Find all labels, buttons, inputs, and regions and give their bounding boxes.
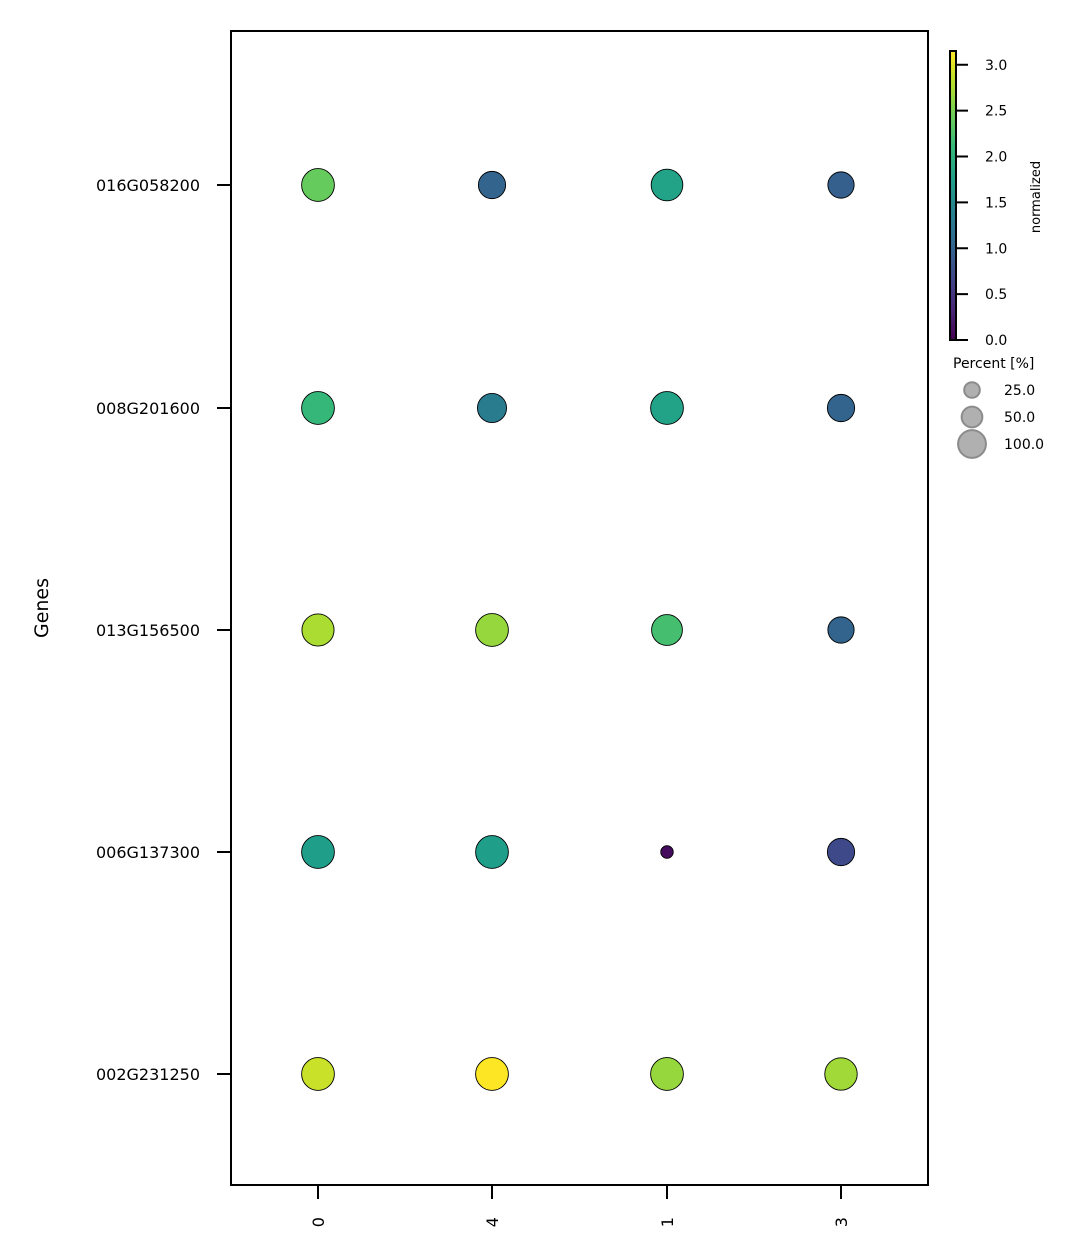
dots-layer [301, 168, 858, 1091]
x-tick-label: 3 [832, 1217, 851, 1227]
colorbar [949, 50, 957, 341]
x-tick-label: 4 [483, 1217, 502, 1227]
colorbar-tick-label: 1.0 [985, 241, 1007, 257]
dot-006G137300-3 [826, 837, 856, 867]
x-axis: 0 4 1 3 [309, 1185, 851, 1227]
colorbar-tick-label: 3.0 [985, 58, 1007, 74]
dot-008G201600-1 [650, 391, 684, 425]
dot-008G201600-0 [301, 391, 335, 425]
dot-016G058200-0 [301, 168, 335, 202]
size-legend-label: 50.0 [1004, 410, 1035, 426]
dot-002G231250-1 [650, 1057, 684, 1091]
dot-013G156500-0 [301, 613, 335, 647]
dot-013G156500-4 [475, 613, 509, 647]
size-legend-marker [960, 405, 984, 429]
y-tick-label: 006G137300 [96, 843, 200, 862]
y-axis: 016G058200 008G201600 013G156500 006G137300… [96, 176, 231, 1084]
dot-006G137300-4 [475, 835, 509, 869]
size-legend-title: Percent [%] [953, 356, 1034, 372]
y-tick-label: 002G231250 [96, 1065, 200, 1084]
size-legend-marker [963, 381, 981, 399]
x-tick-label: 0 [309, 1217, 328, 1227]
size-legend-label: 25.0 [1004, 383, 1035, 399]
colorbar-tick-label: 2.0 [985, 150, 1007, 166]
dot-008G201600-3 [826, 393, 856, 423]
y-tick-label: 008G201600 [96, 399, 200, 418]
dot-013G156500-3 [827, 616, 855, 644]
size-legend-label: 100.0 [1004, 437, 1044, 453]
dot-016G058200-4 [477, 170, 507, 200]
dot-013G156500-1 [651, 614, 683, 646]
dot-008G201600-4 [477, 393, 508, 424]
colorbar-tick-label: 0.0 [985, 333, 1007, 349]
size-legend: 25.0 50.0 100.0 [957, 381, 1044, 459]
y-tick-label: 016G058200 [96, 176, 200, 195]
y-axis-label: Genes [31, 578, 53, 638]
dot-002G231250-0 [301, 1057, 335, 1091]
colorbar-label: normalized [1029, 161, 1044, 233]
size-legend-marker [957, 429, 987, 459]
dot-016G058200-1 [650, 168, 684, 202]
plot-frame [230, 30, 929, 1186]
colorbar-tick-label: 1.5 [985, 195, 1007, 211]
dot-006G137300-1 [660, 845, 674, 859]
colorbar-tick-label: 0.5 [985, 287, 1007, 303]
dot-006G137300-0 [301, 835, 335, 869]
x-tick-label: 1 [658, 1217, 677, 1227]
dot-002G231250-3 [824, 1057, 858, 1091]
y-tick-label: 013G156500 [96, 621, 200, 640]
dot-002G231250-4 [475, 1057, 509, 1091]
colorbar-ticks: 0.0 0.5 1.0 1.5 2.0 2.5 3.0 [956, 58, 1007, 349]
dot-016G058200-3 [827, 171, 855, 199]
colorbar-tick-label: 2.5 [985, 104, 1007, 120]
